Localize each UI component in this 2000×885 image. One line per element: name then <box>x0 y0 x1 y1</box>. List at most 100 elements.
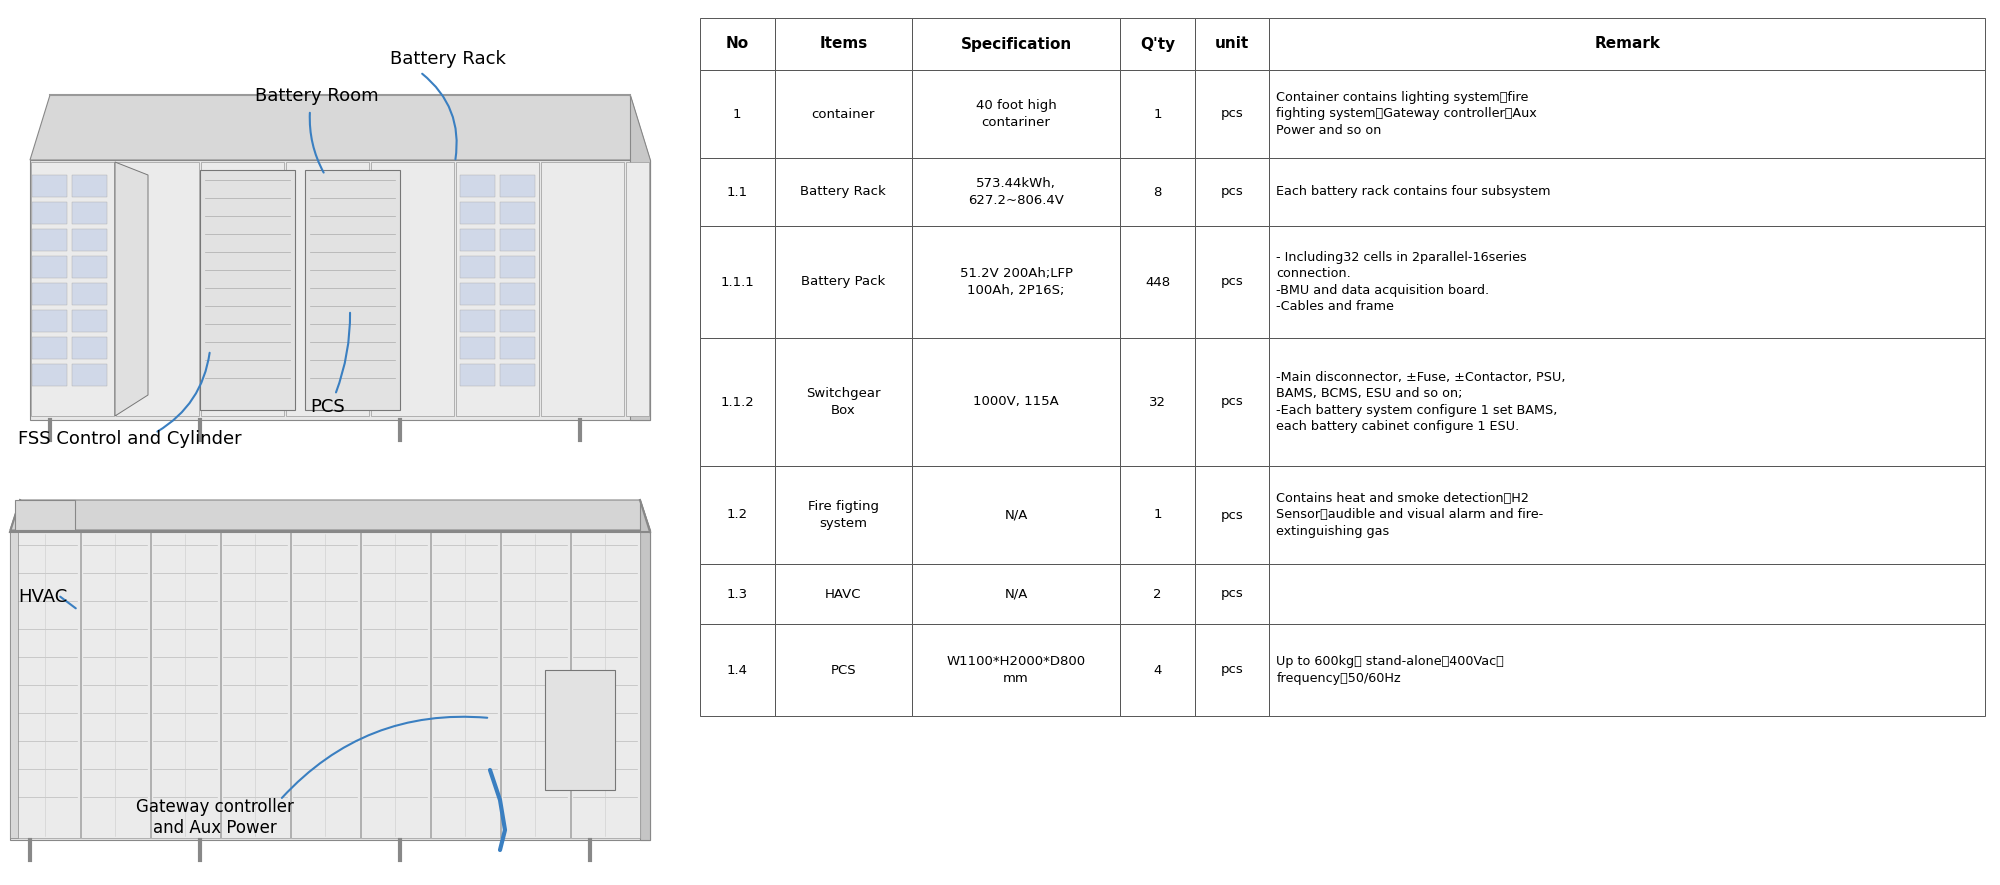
Bar <box>32 310 68 332</box>
Text: Contains heat and smoke detection、H2
Sensor、audible and visual alarm and fire-
e: Contains heat and smoke detection、H2 Sen… <box>1276 492 1544 538</box>
Text: 1: 1 <box>1154 509 1162 521</box>
Text: Specification: Specification <box>960 36 1072 51</box>
Text: 1.2: 1.2 <box>726 509 748 521</box>
Text: 1: 1 <box>1154 107 1162 120</box>
Text: pcs: pcs <box>1220 509 1244 521</box>
Bar <box>912 564 1120 624</box>
Bar <box>1194 18 1270 70</box>
Bar <box>32 229 68 251</box>
Bar <box>540 162 624 416</box>
Bar <box>460 229 496 251</box>
Text: 8: 8 <box>1154 186 1162 198</box>
Text: pcs: pcs <box>1220 588 1244 601</box>
Bar <box>774 338 912 466</box>
Bar <box>16 500 76 530</box>
Text: 1.1.2: 1.1.2 <box>720 396 754 409</box>
Text: W1100*H2000*D800
mm: W1100*H2000*D800 mm <box>946 655 1086 685</box>
Text: 1: 1 <box>734 107 742 120</box>
Text: pcs: pcs <box>1220 186 1244 198</box>
Text: 573.44kWh,
627.2~806.4V: 573.44kWh, 627.2~806.4V <box>968 177 1064 207</box>
Bar <box>1120 338 1194 466</box>
Bar <box>200 170 296 410</box>
Bar <box>500 202 536 224</box>
Bar <box>700 226 774 338</box>
Polygon shape <box>640 500 650 840</box>
Bar <box>460 310 496 332</box>
Text: pcs: pcs <box>1220 275 1244 289</box>
Bar <box>1120 226 1194 338</box>
Text: Up to 600kg， stand-alone：400Vac，
frequency：50/60Hz: Up to 600kg， stand-alone：400Vac， frequen… <box>1276 655 1504 685</box>
Bar <box>1194 70 1270 158</box>
Polygon shape <box>10 500 650 530</box>
Bar <box>500 256 536 278</box>
Text: pcs: pcs <box>1220 396 1244 409</box>
Bar <box>500 229 536 251</box>
Text: HAVC: HAVC <box>826 588 862 601</box>
Bar <box>432 532 500 838</box>
Bar <box>32 364 68 386</box>
Bar <box>500 310 536 332</box>
Bar <box>72 337 108 359</box>
Text: container: container <box>812 107 874 120</box>
Bar <box>72 229 108 251</box>
Bar <box>1194 158 1270 226</box>
Bar <box>626 162 648 416</box>
Bar <box>460 283 496 305</box>
Text: 4: 4 <box>1154 664 1162 676</box>
Bar <box>460 364 496 386</box>
Text: Battery Rack: Battery Rack <box>390 50 506 68</box>
Text: unit: unit <box>1214 36 1250 51</box>
Text: 1.4: 1.4 <box>726 664 748 676</box>
Bar <box>572 532 640 838</box>
Bar <box>1270 564 1984 624</box>
Bar <box>80 532 150 838</box>
Bar <box>32 175 68 197</box>
Bar <box>72 256 108 278</box>
Bar <box>456 162 540 416</box>
Bar <box>220 532 290 838</box>
Bar <box>500 364 536 386</box>
Bar <box>912 226 1120 338</box>
Text: PCS: PCS <box>310 398 344 416</box>
Text: Gateway controller
and Aux Power: Gateway controller and Aux Power <box>136 798 294 837</box>
Bar <box>1270 158 1984 226</box>
Bar <box>152 532 220 838</box>
Bar <box>774 18 912 70</box>
Bar <box>912 624 1120 716</box>
Text: pcs: pcs <box>1220 107 1244 120</box>
Text: N/A: N/A <box>1004 509 1028 521</box>
Bar <box>1270 226 1984 338</box>
Bar <box>1270 18 1984 70</box>
Bar <box>1120 466 1194 564</box>
Text: 1000V, 115A: 1000V, 115A <box>974 396 1058 409</box>
Bar <box>500 175 536 197</box>
Polygon shape <box>30 95 650 160</box>
Bar <box>700 70 774 158</box>
Polygon shape <box>116 162 148 416</box>
Bar <box>1120 564 1194 624</box>
Bar <box>1194 564 1270 624</box>
Bar <box>32 283 68 305</box>
Bar <box>700 564 774 624</box>
Text: 448: 448 <box>1144 275 1170 289</box>
Text: - Including32 cells in 2parallel-16series
connection.
-BMU and data acquisition : - Including32 cells in 2parallel-16serie… <box>1276 250 1528 313</box>
Bar <box>774 158 912 226</box>
Bar <box>700 158 774 226</box>
Text: No: No <box>726 36 748 51</box>
Text: HVAC: HVAC <box>18 588 68 606</box>
Bar <box>700 18 774 70</box>
Text: Q'ty: Q'ty <box>1140 36 1176 51</box>
Bar <box>700 466 774 564</box>
Bar <box>912 158 1120 226</box>
Text: FSS Control and Cylinder: FSS Control and Cylinder <box>18 430 242 448</box>
Bar <box>200 162 284 416</box>
Bar <box>460 202 496 224</box>
Bar <box>544 670 616 790</box>
Text: PCS: PCS <box>830 664 856 676</box>
Bar <box>116 162 200 416</box>
Text: 40 foot high
contariner: 40 foot high contariner <box>976 99 1056 128</box>
Bar <box>72 283 108 305</box>
Bar <box>372 162 454 416</box>
FancyBboxPatch shape <box>10 530 650 840</box>
Bar <box>912 18 1120 70</box>
